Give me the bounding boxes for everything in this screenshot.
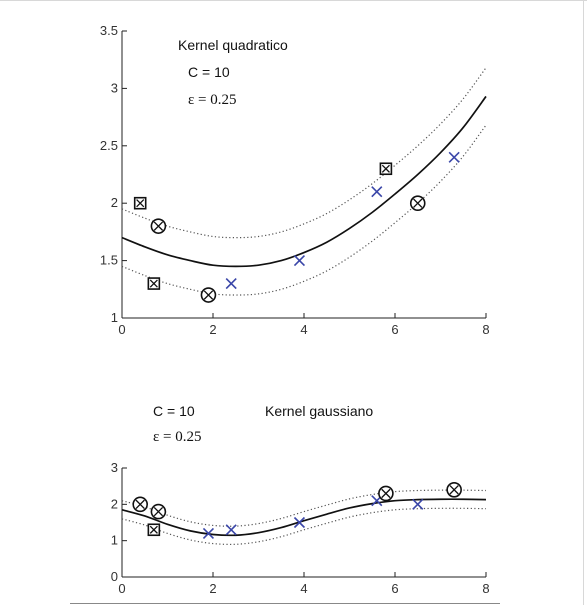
top-border-line bbox=[0, 0, 587, 1]
cross-stroke bbox=[381, 164, 390, 173]
y-tick-label: 2.5 bbox=[100, 138, 118, 153]
gaussian-kernel-chart: C = 10 ε = 0.25 Kernel gaussiano 0 1 2 3 0 2 4… bbox=[111, 403, 490, 596]
x-tick-label: 4 bbox=[300, 581, 307, 596]
epsilon-tube-upper bbox=[121, 489, 487, 527]
support-vector-boxed bbox=[133, 196, 147, 210]
cross-stroke bbox=[448, 151, 460, 163]
cross-stroke bbox=[149, 279, 158, 288]
x-tick-label: 8 bbox=[482, 322, 489, 337]
cross-stroke bbox=[381, 488, 391, 499]
y-tick-label: 3.5 bbox=[100, 23, 118, 38]
data-point-cross bbox=[293, 516, 306, 529]
epsilon-tube-lower bbox=[121, 507, 487, 546]
cross-stroke bbox=[149, 525, 158, 534]
data-point-cross bbox=[371, 186, 383, 198]
bottom-border-line bbox=[70, 603, 500, 604]
x-tick-label: 6 bbox=[391, 322, 398, 337]
support-vector-boxed bbox=[147, 277, 161, 290]
support-vector-circled bbox=[446, 482, 462, 498]
y-tick-label: 2 bbox=[111, 195, 118, 210]
chart-annotation: ε = 0.25 bbox=[153, 429, 202, 445]
data-point-cross bbox=[225, 524, 237, 536]
cross-stroke bbox=[371, 186, 383, 198]
regression-curve bbox=[121, 498, 487, 537]
cross-stroke bbox=[203, 290, 214, 300]
x-tick-label: 2 bbox=[209, 581, 216, 596]
data-point-cross bbox=[448, 151, 460, 163]
y-tick-label: 1 bbox=[111, 533, 118, 548]
x-tick-label: 0 bbox=[118, 322, 125, 337]
x-tick-label: 4 bbox=[300, 322, 307, 337]
support-vector-circled bbox=[150, 503, 167, 520]
y-tick-label: 3 bbox=[111, 460, 118, 475]
quadratic-kernel-chart: Kernel quadratico C = 10 ε = 0.25 1 1.5 2 2… bbox=[100, 23, 490, 337]
support-vector-circled bbox=[409, 195, 426, 211]
chart-annotation: Kernel quadratico bbox=[178, 37, 288, 53]
right-border-line bbox=[583, 0, 584, 605]
cross-stroke bbox=[136, 199, 145, 208]
chart-annotation: C = 10 bbox=[153, 403, 195, 419]
x-tick-label: 0 bbox=[118, 581, 125, 596]
x-tick-label: 6 bbox=[391, 581, 398, 596]
support-vector-circled bbox=[200, 287, 217, 303]
cross-stroke bbox=[225, 277, 237, 290]
support-vector-boxed bbox=[379, 162, 393, 176]
cross-stroke bbox=[202, 527, 215, 539]
x-tick-label: 8 bbox=[482, 581, 489, 596]
x-tick-label: 2 bbox=[209, 322, 216, 337]
cross-stroke bbox=[449, 485, 459, 495]
cross-stroke bbox=[413, 198, 423, 208]
cross-stroke bbox=[225, 524, 237, 536]
cross-stroke bbox=[153, 221, 164, 231]
cross-stroke bbox=[135, 499, 145, 509]
chart-annotation: C = 10 bbox=[188, 64, 230, 80]
cross-stroke bbox=[412, 498, 424, 510]
data-point-cross bbox=[202, 527, 215, 539]
support-vector-boxed bbox=[147, 523, 161, 537]
epsilon-tube-upper bbox=[121, 67, 487, 239]
cross-stroke bbox=[293, 516, 306, 529]
y-tick-label: 1.5 bbox=[100, 253, 118, 268]
regression-curve bbox=[121, 95, 487, 268]
data-point-cross bbox=[225, 277, 237, 290]
epsilon-tube-lower bbox=[121, 124, 487, 296]
support-vector-circled bbox=[132, 496, 148, 513]
y-tick-label: 2 bbox=[111, 496, 118, 511]
y-tick-label: 1 bbox=[111, 310, 118, 325]
y-tick-label: 0 bbox=[111, 569, 118, 584]
support-vector-circled bbox=[378, 485, 394, 502]
data-point-cross bbox=[293, 255, 306, 267]
chart-annotation: Kernel gaussiano bbox=[265, 403, 373, 419]
support-vector-circled bbox=[150, 218, 167, 234]
cross-stroke bbox=[153, 506, 164, 517]
chart-annotation: ε = 0.25 bbox=[188, 92, 237, 108]
y-tick-label: 3 bbox=[111, 80, 118, 95]
cross-stroke bbox=[293, 255, 306, 267]
data-point-cross bbox=[412, 498, 424, 510]
